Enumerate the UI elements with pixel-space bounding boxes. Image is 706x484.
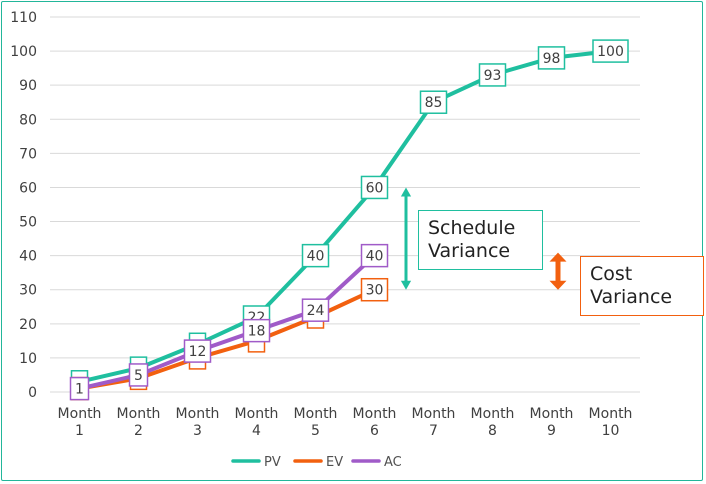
legend-label: EV — [326, 455, 343, 470]
y-tick-label: 30 — [19, 283, 37, 299]
y-tick-label: 0 — [28, 385, 37, 401]
data-label-box-ac — [128, 363, 149, 387]
y-tick-label: 60 — [19, 180, 37, 196]
x-tick-label: Month 1 — [58, 406, 102, 439]
y-tick-label: 70 — [19, 146, 37, 162]
y-tick-label: 50 — [19, 215, 37, 231]
x-tick-label: Month 6 — [353, 406, 397, 439]
series-line-pv — [77, 49, 613, 384]
data-label-pv: 40 — [307, 249, 325, 265]
gridlines — [50, 16, 640, 393]
legend-label: PV — [264, 455, 281, 470]
schedule-variance-annotation: Schedule Variance — [418, 210, 543, 270]
y-tick-label: 100 — [10, 44, 37, 60]
x-tick-label: Month 4 — [235, 406, 279, 439]
schedule-variance-line2: Variance — [428, 240, 511, 262]
arrow-head-down — [549, 280, 567, 290]
x-tick-label: Month 3 — [176, 406, 220, 439]
x-tick-label: Month 5 — [294, 406, 338, 439]
arrow-head-up — [400, 187, 412, 197]
legend: PV EV AC — [231, 455, 402, 470]
data-label-pv: 93 — [484, 68, 502, 84]
y-axis: 0 10 20 30 40 50 60 70 80 90 100 110 — [10, 10, 37, 401]
x-tick-label: Month 2 — [117, 406, 161, 439]
data-label-ac: 40 — [366, 249, 384, 265]
arrow-head-down — [400, 280, 412, 290]
data-label-pv: 85 — [425, 95, 443, 111]
y-tick-label: 110 — [10, 10, 37, 26]
x-tick-label: Month 9 — [530, 406, 574, 439]
x-tick-label: Month 8 — [471, 406, 515, 439]
x-axis: Month 1 Month 2 Month 3 Month 4 Month 5 Month 6 Mont… — [58, 406, 633, 439]
arrow-head-up — [549, 252, 567, 262]
cost-variance-line2: Variance — [590, 286, 673, 308]
cost-variance-arrow — [549, 252, 567, 290]
data-label-box-pv — [360, 175, 389, 200]
data-label-box-ac — [242, 318, 271, 343]
data-label-box-ev — [360, 277, 389, 302]
data-label-box-pv — [478, 63, 507, 87]
data-label-pv: 100 — [597, 44, 624, 60]
data-label-box-pv — [419, 90, 448, 114]
data-label-ac: 12 — [189, 344, 207, 360]
y-tick-label: 10 — [19, 351, 37, 367]
data-label-ac: 5 — [134, 368, 143, 384]
variance-arrows — [400, 187, 567, 290]
data-label-ac: 24 — [307, 303, 325, 319]
legend-item-pv: PV — [231, 455, 281, 470]
data-label-box-ac — [183, 339, 212, 363]
y-tick-label: 40 — [19, 249, 37, 265]
data-label-box-ac — [301, 298, 330, 322]
data-label-ev: 30 — [366, 283, 384, 299]
cost-variance-line1: Cost — [590, 263, 633, 285]
data-label-pv: 98 — [543, 51, 561, 67]
data-label-box-pv — [592, 39, 629, 63]
data-label-ac: 18 — [248, 324, 266, 340]
series-line-ac — [77, 253, 377, 391]
data-label-box-ac — [69, 376, 90, 401]
y-tick-label: 20 — [19, 317, 37, 333]
data-label-box-pv — [537, 46, 566, 70]
schedule-variance-line1: Schedule — [428, 217, 516, 239]
schedule-variance-arrow — [400, 187, 412, 290]
legend-item-ac: AC — [351, 455, 402, 470]
legend-item-ev: EV — [293, 455, 343, 470]
cost-variance-annotation: Cost Variance — [580, 256, 704, 316]
y-tick-label: 90 — [19, 78, 37, 94]
x-tick-label: Month 7 — [412, 406, 456, 439]
x-tick-label: Month 10 — [589, 406, 633, 439]
y-tick-label: 80 — [19, 112, 37, 128]
data-label-ac: 1 — [75, 382, 84, 398]
data-label-box-ac — [360, 243, 389, 268]
data-label-box-pv — [301, 243, 330, 268]
data-label-pv: 60 — [366, 180, 384, 196]
legend-label: AC — [384, 455, 402, 470]
